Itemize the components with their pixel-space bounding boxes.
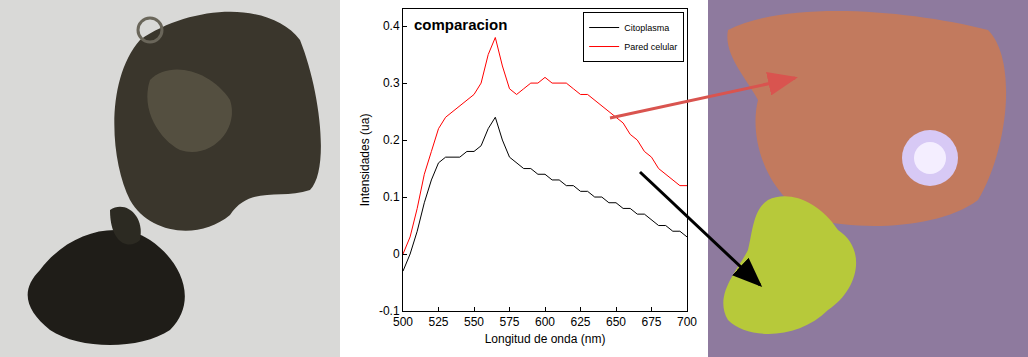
svg-text:700: 700 bbox=[677, 315, 697, 329]
svg-text:0.3: 0.3 bbox=[383, 76, 400, 90]
svg-text:525: 525 bbox=[428, 315, 448, 329]
svg-text:0.2: 0.2 bbox=[383, 133, 400, 147]
svg-text:Pared celular: Pared celular bbox=[624, 42, 677, 52]
svg-text:600: 600 bbox=[535, 315, 555, 329]
svg-text:Intensidades (ua): Intensidades (ua) bbox=[358, 114, 372, 207]
svg-text:0.1: 0.1 bbox=[383, 190, 400, 204]
svg-text:550: 550 bbox=[464, 315, 484, 329]
svg-text:0.4: 0.4 bbox=[383, 19, 400, 33]
svg-text:575: 575 bbox=[499, 315, 519, 329]
svg-text:-0.1: -0.1 bbox=[379, 304, 400, 318]
svg-text:675: 675 bbox=[641, 315, 661, 329]
svg-text:650: 650 bbox=[606, 315, 626, 329]
svg-text:comparacion: comparacion bbox=[414, 16, 507, 33]
svg-text:Citoplasma: Citoplasma bbox=[624, 23, 669, 33]
svg-text:625: 625 bbox=[570, 315, 590, 329]
svg-text:0: 0 bbox=[393, 247, 400, 261]
svg-text:500: 500 bbox=[393, 315, 413, 329]
svg-text:Longitud de onda (nm): Longitud de onda (nm) bbox=[485, 332, 606, 346]
